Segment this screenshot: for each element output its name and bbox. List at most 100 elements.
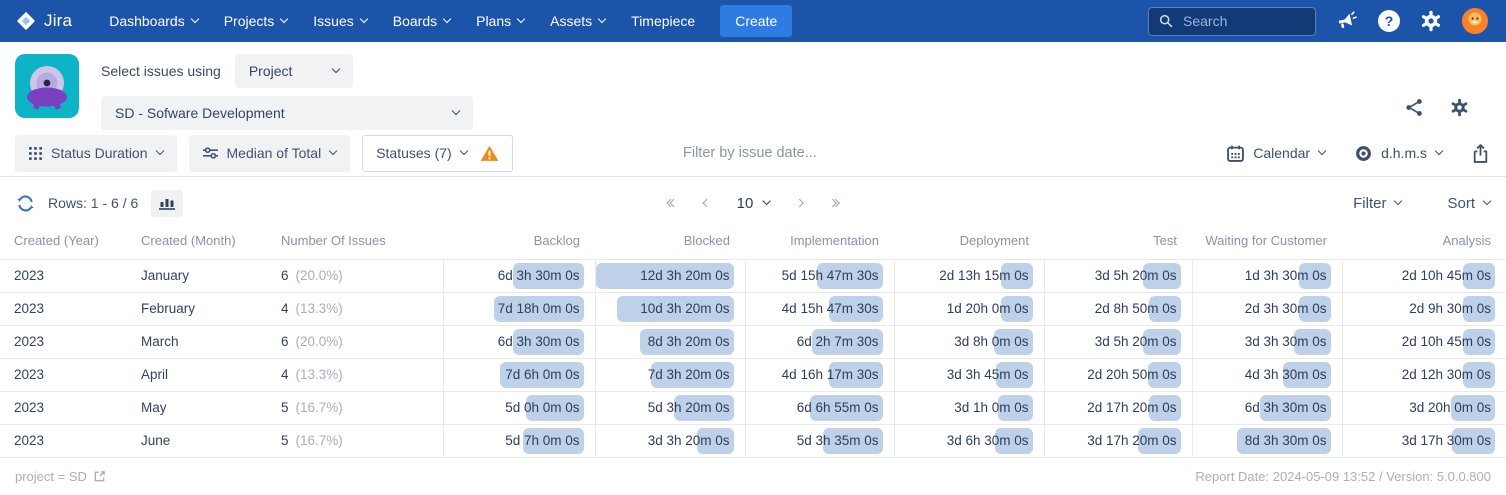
cell-duration: 2d 10h 45m 0s: [1342, 259, 1506, 292]
previous-page-button[interactable]: [704, 200, 710, 206]
cell-duration: 4d 3h 30m 0s: [1192, 358, 1342, 391]
duration-value: 3d 1h 0m 0s: [954, 400, 1028, 415]
cell-duration: 2d 9h 30m 0s: [1342, 292, 1506, 325]
cell-year: 2023: [0, 325, 141, 358]
cell-issue-count: 6(20.0%): [281, 325, 443, 358]
nav-item-projects[interactable]: Projects: [211, 0, 301, 42]
duration-value: 4d 16h 17m 30s: [782, 367, 879, 382]
issue-count-percent: (13.3%): [296, 367, 343, 382]
cell-duration: 3d 5h 20m 0s: [1044, 325, 1192, 358]
chevron-down-icon: [1435, 147, 1443, 155]
date-filter-input[interactable]: Filter by issue date...: [683, 145, 817, 161]
settings-gear-icon[interactable]: [1420, 10, 1442, 32]
nav-item-label: Projects: [224, 13, 275, 29]
issue-count-value: 6: [281, 334, 289, 349]
cell-duration: 6d 2h 7m 30s: [745, 325, 894, 358]
share-icon[interactable]: [1405, 84, 1424, 130]
cell-duration: 3d 1h 0m 0s: [894, 391, 1044, 424]
cell-duration: 5d 3h 20m 0s: [595, 391, 745, 424]
first-page-button[interactable]: [668, 200, 677, 206]
column-header-waiting-for-customer[interactable]: Waiting for Customer: [1192, 229, 1342, 259]
jql-query: project = SD: [15, 469, 87, 484]
cell-duration: 1d 3h 30m 0s: [1192, 259, 1342, 292]
external-link-icon[interactable]: [93, 470, 106, 483]
export-icon[interactable]: [1472, 144, 1489, 163]
help-glyph: ?: [1385, 13, 1394, 29]
statuses-button[interactable]: Statuses (7): [362, 135, 512, 172]
nav-item-boards[interactable]: Boards: [380, 0, 463, 42]
cell-duration: 7d 3h 20m 0s: [595, 358, 745, 391]
last-page-button[interactable]: [829, 200, 838, 206]
cell-issue-count: 5(16.7%): [281, 424, 443, 457]
duration-cell: 6d 3h 30m 0s: [1193, 392, 1342, 424]
help-icon[interactable]: ?: [1378, 10, 1400, 32]
column-header-backlog[interactable]: Backlog: [443, 229, 595, 259]
duration-format-dropdown[interactable]: d.h.m.s: [1355, 145, 1442, 162]
cell-duration: 5d 0h 0m 0s: [443, 391, 595, 424]
next-page-button[interactable]: [796, 200, 802, 206]
nav-item-timepiece[interactable]: Timepiece: [618, 0, 708, 42]
duration-cell: 2d 13h 15m 0s: [895, 260, 1044, 292]
report-info: Report Date: 2024-05-09 13:52 / Version:…: [1195, 469, 1491, 484]
chevron-down-icon: [1394, 197, 1402, 205]
duration-value: 2d 10h 45m 0s: [1402, 268, 1491, 283]
duration-value: 3d 17h 20m 0s: [1087, 433, 1176, 448]
duration-value: 3d 3h 20m 0s: [648, 433, 730, 448]
search-input[interactable]: [1181, 12, 1296, 30]
report-settings-gear-icon[interactable]: [1450, 84, 1469, 130]
cell-duration: 7d 18h 0m 0s: [443, 292, 595, 325]
duration-cell: 2d 8h 50m 0s: [1045, 293, 1192, 325]
nav-item-label: Boards: [393, 13, 437, 29]
user-avatar[interactable]: [1462, 8, 1488, 34]
metric-button[interactable]: Median of Total: [189, 135, 351, 172]
duration-value: 3d 5h 20m 0s: [1095, 334, 1177, 349]
filter-dropdown[interactable]: Filter: [1353, 195, 1401, 212]
duration-value: 5d 3h 35m 0s: [797, 433, 879, 448]
chevron-down-icon: [1318, 147, 1326, 155]
column-header-blocked[interactable]: Blocked: [595, 229, 745, 259]
project-dropdown[interactable]: SD - Sofware Development: [101, 96, 473, 130]
search-box[interactable]: [1148, 7, 1316, 36]
duration-cell: 7d 6h 0m 0s: [444, 359, 595, 391]
issue-count-percent: (16.7%): [296, 400, 343, 415]
page-size-dropdown[interactable]: 10: [737, 195, 770, 212]
column-header-test[interactable]: Test: [1044, 229, 1192, 259]
nav-item-label: Plans: [476, 13, 511, 29]
duration-cell: 2d 20h 50m 0s: [1045, 359, 1192, 391]
sort-dropdown[interactable]: Sort: [1447, 195, 1490, 212]
duration-cell: 3d 5h 20m 0s: [1045, 326, 1192, 358]
issue-source-dropdown[interactable]: Project: [235, 54, 353, 88]
duration-cell: 5d 7h 0m 0s: [444, 425, 595, 457]
calendar-dropdown[interactable]: Calendar: [1227, 145, 1325, 162]
cell-duration: 2d 10h 45m 0s: [1342, 325, 1506, 358]
refresh-icon[interactable]: [16, 194, 35, 213]
duration-cell: 5d 15h 47m 30s: [746, 260, 894, 292]
warning-icon: [480, 145, 499, 162]
jira-logo[interactable]: Jira: [0, 10, 96, 32]
nav-item-issues[interactable]: Issues: [300, 0, 379, 42]
chart-view-button[interactable]: [151, 190, 183, 217]
column-header-created-month-[interactable]: Created (Month): [141, 229, 281, 259]
column-header-implementation[interactable]: Implementation: [745, 229, 894, 259]
cell-issue-count: 6(20.0%): [281, 259, 443, 292]
nav-item-plans[interactable]: Plans: [463, 0, 537, 42]
announcements-icon[interactable]: [1336, 11, 1358, 31]
nav-item-dashboards[interactable]: Dashboards: [96, 0, 211, 42]
cell-year: 2023: [0, 424, 141, 457]
column-header-created-year-[interactable]: Created (Year): [0, 229, 141, 259]
create-button[interactable]: Create: [720, 5, 792, 37]
chevron-down-icon: [762, 197, 770, 205]
nav-item-assets[interactable]: Assets: [537, 0, 618, 42]
duration-cell: 8d 3h 20m 0s: [596, 326, 745, 358]
jira-logo-text: Jira: [44, 11, 72, 31]
column-header-number-of-issues[interactable]: Number Of Issues: [281, 229, 443, 259]
column-header-deployment[interactable]: Deployment: [894, 229, 1044, 259]
report-type-button[interactable]: Status Duration: [15, 135, 177, 172]
column-header-analysis[interactable]: Analysis: [1342, 229, 1506, 259]
